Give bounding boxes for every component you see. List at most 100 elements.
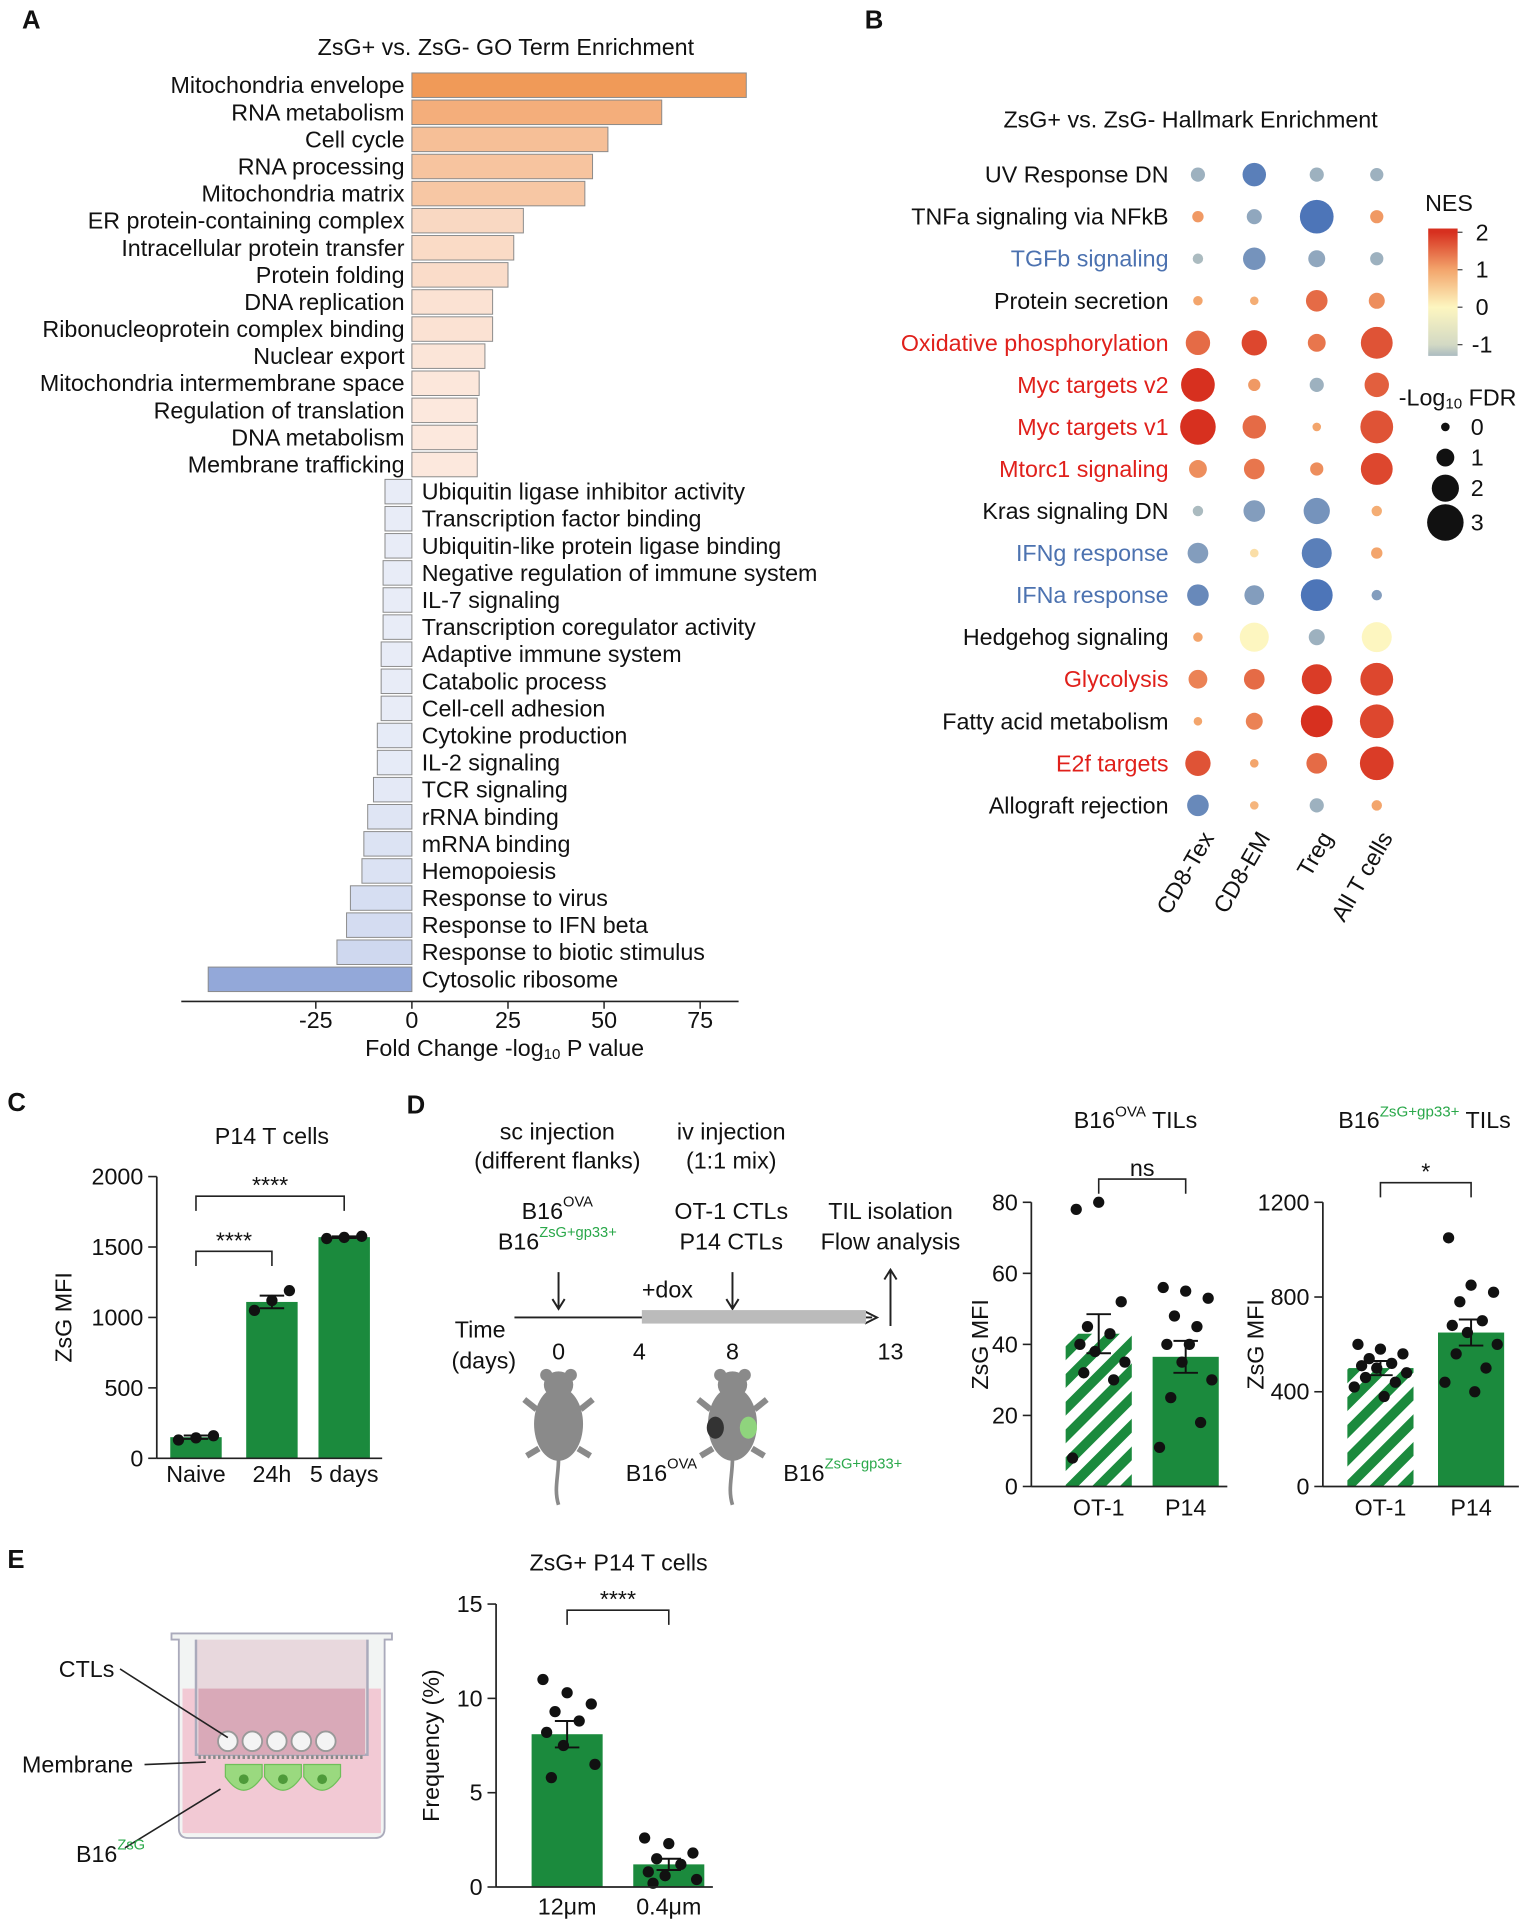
dot [1300,579,1333,612]
data-point [1469,1386,1481,1398]
data-point [1476,1315,1488,1327]
y-tick-label: 1000 [92,1304,144,1330]
y-tick-label: 400 [1271,1379,1310,1405]
data-point [647,1877,659,1889]
dot [1187,794,1209,817]
x-tick-label: -25 [299,1007,333,1033]
data-point [1089,1345,1101,1358]
data-point [690,1873,703,1886]
data-point [557,1739,570,1752]
row-label: Mtorc1 signaling [999,456,1168,482]
dot [1370,210,1384,224]
dot [1301,538,1332,569]
bar [376,722,413,749]
row-label: E2f targets [1056,750,1169,776]
data-point [1348,1381,1360,1393]
category-label: IL-2 signaling [422,750,560,776]
dox-bar [641,1310,866,1324]
row-label: Myc targets v2 [1017,372,1168,398]
data-point [1446,1319,1458,1332]
x-axis-label-part: 10 [544,1046,561,1063]
dot [1193,716,1203,726]
x-tick-label: 24h [253,1461,292,1487]
chart-title: ZsG+ P14 T cells [529,1549,707,1575]
time-text: Time [455,1317,506,1343]
dot [1371,505,1382,517]
dot [1370,252,1384,266]
bar [411,126,609,153]
dot [1244,585,1265,606]
timeline-arrow [864,1310,880,1325]
size-legend-title-part: 10 [1445,395,1462,412]
row-label: UV Response DN [985,162,1169,188]
x-tick-label: Naive [166,1461,225,1487]
dot [1309,377,1324,392]
dot [1308,629,1325,646]
bar [361,858,413,884]
y-tick-label: 1500 [92,1234,144,1260]
data-point [321,1232,333,1245]
significance-bracket [1097,1178,1187,1194]
data-point [1183,1338,1195,1351]
data-point [1461,1326,1474,1339]
category-label: Mitochondria intermembrane space [40,370,405,396]
row-label: Allograft rejection [989,792,1169,818]
chart-title-part: B16 [1338,1107,1379,1133]
dot [1306,752,1328,774]
bar [411,207,524,234]
data-point [1078,1367,1090,1379]
bar [346,912,413,938]
arrow [551,1267,898,1327]
tumor-sup: OVA [563,1194,593,1210]
bar [382,587,413,613]
chart-title: B16OVA TILs [1074,1103,1198,1133]
dot [1181,368,1215,402]
cell-text: P14 CTLs [680,1228,783,1254]
colorbar-tick-label: -1 [1472,332,1493,358]
y-tick-label: 40 [992,1331,1018,1357]
data-point [561,1687,573,1699]
row-label: TGFb signaling [1011,246,1169,272]
category-label: Membrane trafficking [188,452,405,478]
row-label: Protein secretion [994,288,1169,314]
data-point [356,1230,368,1242]
significance-label: **** [252,1172,288,1198]
data-point [1206,1374,1218,1386]
tumor-label: B16OVA [522,1194,594,1224]
dot [1242,415,1267,439]
bar [411,153,594,180]
x-tick-label: 12μm [538,1894,597,1920]
dot [1312,422,1322,432]
dot [1300,705,1333,738]
tumor-base: B16 [522,1198,563,1224]
dot [1241,330,1267,356]
data-point [1194,1416,1207,1429]
data-point [172,1434,185,1446]
tumor-base: B16 [626,1460,667,1486]
row-label: Fatty acid metabolism [942,708,1168,734]
category-label: TCR signaling [422,777,568,803]
dot [1246,209,1262,225]
chart-title-part: ZsG+gp33+ [1380,1103,1460,1120]
chart-title: ZsG+ vs. ZsG- GO Term Enrichment [318,34,695,60]
data-point [283,1285,296,1297]
bar [411,424,478,451]
dot [1371,800,1382,811]
dot [1364,372,1389,398]
data-point [1442,1232,1455,1244]
dot [1192,210,1204,223]
row-label: IFNa response [1016,582,1169,608]
bar [411,180,586,207]
category-label: Regulation of translation [154,397,405,423]
day-text: 0 [552,1339,565,1365]
bar [411,343,486,369]
data-point [1168,1310,1181,1322]
tumor-sup: ZsG+gp33+ [825,1456,903,1472]
dot [1243,247,1266,270]
category-label: Ribonucleoprotein complex binding [42,316,404,342]
significance-bracket [566,1609,670,1625]
panel-label: A [22,6,41,34]
data-point [1378,1390,1390,1403]
bar [382,560,413,586]
data-point [1093,1196,1105,1208]
